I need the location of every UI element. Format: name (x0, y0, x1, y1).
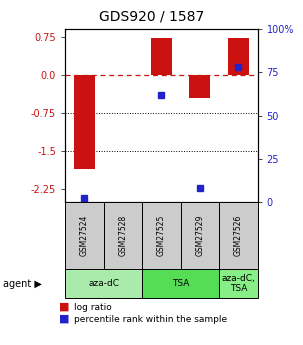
Text: ■: ■ (59, 302, 70, 312)
Text: GSM27524: GSM27524 (80, 215, 89, 256)
Text: aza-dC: aza-dC (88, 279, 119, 288)
Text: GDS920 / 1587: GDS920 / 1587 (99, 10, 204, 24)
Text: aza-dC,
TSA: aza-dC, TSA (221, 274, 255, 294)
Bar (189, 75, 210, 98)
Text: GSM27528: GSM27528 (118, 215, 127, 256)
Text: agent ▶: agent ▶ (3, 279, 42, 289)
Text: GSM27529: GSM27529 (195, 215, 204, 256)
Text: log ratio: log ratio (74, 303, 112, 312)
Bar (74, 75, 95, 169)
Text: ■: ■ (59, 314, 70, 324)
Text: GSM27525: GSM27525 (157, 215, 166, 256)
Bar (151, 38, 172, 75)
Bar (228, 38, 249, 75)
Text: TSA: TSA (172, 279, 189, 288)
Text: GSM27526: GSM27526 (234, 215, 243, 256)
Text: percentile rank within the sample: percentile rank within the sample (74, 315, 227, 324)
